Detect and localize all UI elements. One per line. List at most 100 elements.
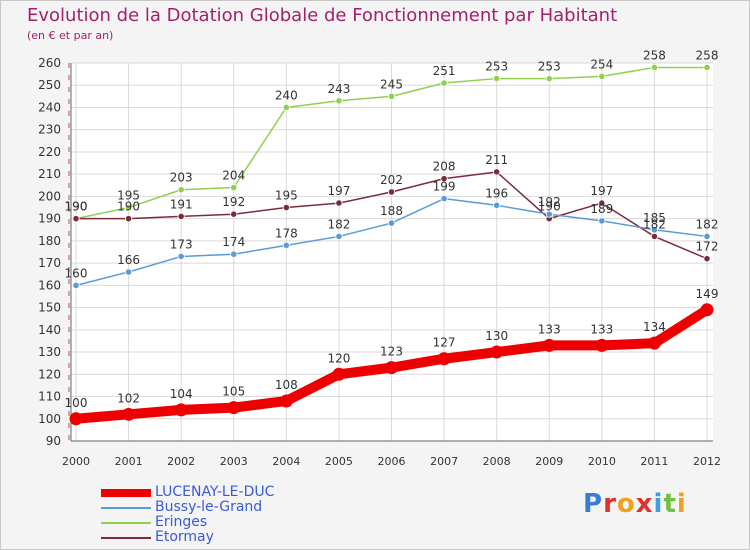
data-point — [650, 226, 659, 234]
chart-subtitle: (en € et par an) — [27, 29, 114, 42]
data-point — [227, 401, 241, 415]
data-label: 192 — [538, 195, 561, 209]
data-label: 245 — [380, 77, 403, 91]
logo-letter: o — [616, 489, 636, 519]
data-point — [437, 352, 451, 366]
data-point — [177, 212, 185, 221]
data-label: 191 — [170, 197, 193, 211]
y-tick-label: 190 — [38, 212, 61, 226]
y-tick-label: 210 — [38, 167, 61, 181]
data-point — [650, 232, 659, 241]
data-label: 104 — [170, 387, 193, 401]
x-tick-label: 2004 — [272, 455, 300, 468]
data-point — [387, 188, 396, 196]
y-tick-label: 110 — [38, 390, 61, 404]
data-label: 102 — [117, 391, 140, 405]
data-point — [493, 201, 501, 209]
data-point — [703, 63, 711, 72]
x-tick-label: 2003 — [220, 455, 248, 468]
data-point — [598, 199, 606, 207]
legend-label: Eringes — [155, 514, 208, 530]
data-label: 208 — [433, 160, 456, 174]
proxiti-logo: Proxiti — [583, 489, 687, 519]
data-point — [124, 268, 133, 276]
data-label: 211 — [485, 153, 508, 167]
data-label: 123 — [380, 345, 403, 359]
data-point — [598, 72, 606, 80]
y-tick-label: 100 — [38, 412, 61, 426]
data-point — [440, 175, 448, 183]
data-label: 182 — [696, 217, 719, 231]
data-label: 240 — [275, 88, 298, 102]
x-tick-label: 2007 — [430, 455, 458, 468]
data-label: 197 — [327, 184, 350, 198]
data-point — [493, 74, 501, 83]
x-tick-label: 2001 — [115, 455, 143, 468]
data-label: 134 — [643, 320, 666, 334]
data-label: 174 — [222, 235, 245, 249]
data-point — [703, 232, 711, 241]
legend-swatch — [101, 537, 151, 539]
x-tick-label: 2012 — [693, 455, 721, 468]
data-label: 258 — [696, 48, 719, 62]
data-point — [335, 97, 343, 105]
data-point — [124, 203, 133, 212]
data-label: 133 — [538, 322, 561, 336]
data-point — [69, 412, 83, 426]
data-label: 195 — [275, 189, 298, 203]
data-label: 192 — [222, 195, 245, 209]
data-point — [387, 92, 396, 100]
y-tick-label: 130 — [38, 345, 61, 359]
data-label: 178 — [275, 226, 298, 240]
logo-letter: i — [676, 489, 687, 519]
y-tick-label: 120 — [38, 367, 61, 381]
data-label: 258 — [643, 48, 666, 62]
data-label: 160 — [65, 266, 88, 280]
data-label: 190 — [538, 200, 561, 214]
y-tick-label: 260 — [38, 56, 61, 70]
legend-swatch — [101, 489, 151, 497]
y-tick-label: 170 — [38, 256, 61, 270]
data-label: 202 — [380, 173, 403, 187]
data-label: 251 — [433, 64, 456, 78]
data-label: 203 — [170, 171, 193, 185]
x-tick-label: 2005 — [325, 455, 353, 468]
logo-letter: P — [583, 489, 604, 519]
data-point — [230, 210, 238, 218]
y-tick-label: 150 — [38, 301, 61, 315]
y-tick-label: 230 — [38, 123, 61, 137]
x-tick-label: 2009 — [535, 455, 563, 468]
data-point — [230, 250, 238, 258]
data-point — [72, 215, 80, 223]
data-label: 197 — [590, 184, 613, 198]
data-label: 204 — [222, 169, 245, 183]
legend-swatch — [101, 522, 151, 524]
y-tick-label: 180 — [38, 234, 61, 248]
data-label: 173 — [170, 237, 193, 251]
x-tick-label: 2006 — [378, 455, 406, 468]
y-tick-label: 220 — [38, 145, 61, 159]
data-label: 108 — [275, 378, 298, 392]
data-point — [282, 203, 290, 212]
logo-letter: t — [663, 489, 677, 519]
data-point — [177, 186, 185, 194]
data-label: 130 — [485, 329, 508, 343]
y-tick-label: 200 — [38, 189, 61, 203]
data-point — [335, 232, 343, 241]
legend-label: LUCENAY-LE-DUC — [155, 484, 275, 500]
data-point — [124, 215, 133, 223]
data-label: 182 — [643, 217, 666, 231]
data-label: 190 — [117, 200, 140, 214]
x-tick-label: 2008 — [483, 455, 511, 468]
data-point — [332, 367, 346, 381]
x-tick-label: 2002 — [167, 455, 195, 468]
data-point — [440, 195, 448, 203]
data-point — [703, 255, 711, 263]
y-tick-label: 250 — [38, 78, 61, 92]
data-point — [595, 338, 609, 352]
data-label: 195 — [117, 189, 140, 203]
data-label: 189 — [590, 202, 613, 216]
data-label: 190 — [65, 200, 88, 214]
